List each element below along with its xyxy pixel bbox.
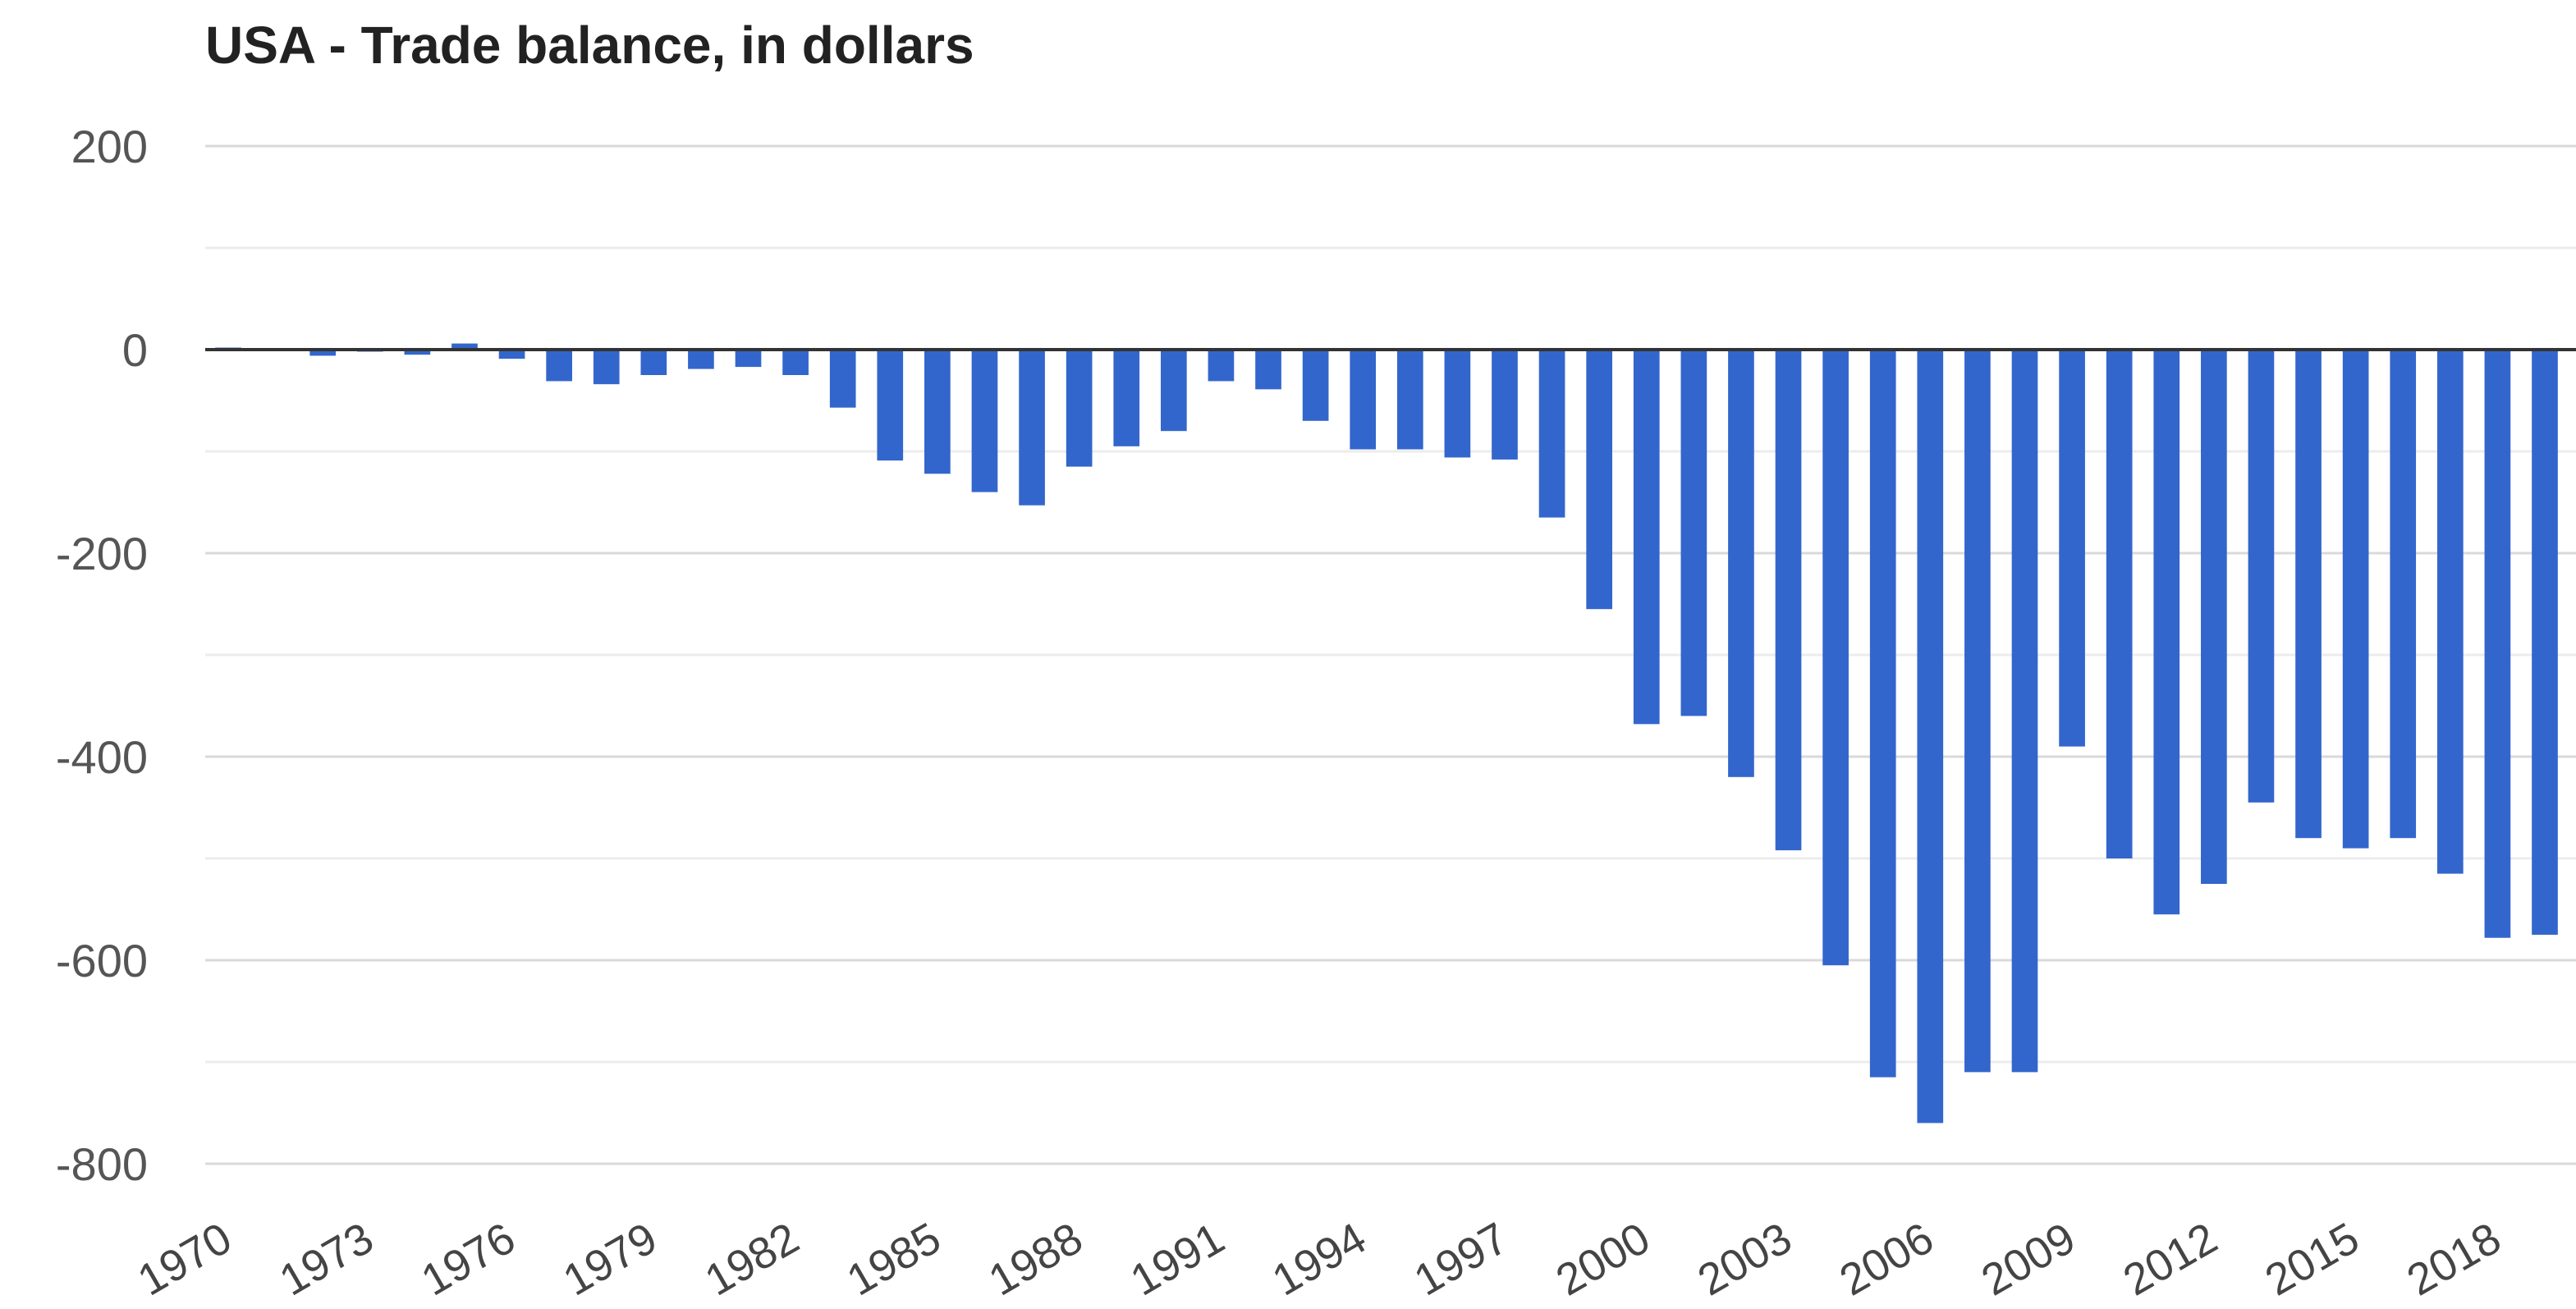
bar-1997 (1492, 350, 1518, 460)
bar-1983 (829, 350, 856, 408)
bar-2017 (2436, 350, 2464, 874)
bar-1980 (688, 350, 714, 369)
bar-1974 (404, 350, 431, 355)
bar-1999 (1586, 350, 1613, 610)
bar-2014 (2295, 350, 2322, 839)
bar-1984 (877, 350, 904, 461)
bar-1982 (782, 350, 809, 375)
bar-2008 (2011, 350, 2038, 1073)
x-tick-label: 1988 (981, 1213, 1091, 1305)
bar-2001 (1680, 350, 1707, 716)
bar-2002 (1728, 350, 1754, 777)
bar-1986 (971, 350, 998, 492)
bar-1977 (546, 350, 572, 382)
bar-2000 (1633, 350, 1660, 725)
bar-1992 (1255, 350, 1281, 390)
bar-2006 (1917, 350, 1944, 1124)
bar-1976 (498, 350, 525, 359)
bar-1998 (1538, 350, 1565, 518)
bar-2010 (2106, 350, 2133, 858)
bar-1989 (1113, 350, 1140, 446)
x-tick-label: 2018 (2399, 1213, 2509, 1305)
bar-2005 (1869, 350, 1896, 1078)
bar-2007 (1964, 350, 1991, 1073)
x-tick-label: 2012 (2115, 1213, 2225, 1305)
bar-1972 (309, 350, 337, 356)
y-tick-label: 200 (71, 121, 148, 172)
x-tick-label: 2000 (1548, 1213, 1658, 1305)
bar-2003 (1775, 350, 1802, 851)
bar-1993 (1302, 350, 1329, 421)
chart-title: USA - Trade balance, in dollars (205, 16, 974, 75)
x-tick-label: 1994 (1264, 1213, 1374, 1305)
bar-1996 (1444, 350, 1471, 458)
bar-1987 (1019, 350, 1045, 506)
x-tick-label: 2003 (1689, 1213, 1799, 1305)
x-tick-label: 1970 (130, 1213, 240, 1305)
x-tick-label: 2006 (1831, 1213, 1941, 1305)
bar-1981 (735, 350, 762, 368)
bar-2016 (2390, 350, 2417, 839)
y-tick-label: -600 (56, 935, 148, 986)
x-tick-label: 1991 (1122, 1213, 1232, 1305)
bar-2011 (2153, 350, 2180, 915)
x-tick-label: 1979 (555, 1213, 665, 1305)
bar-1978 (593, 350, 620, 385)
x-tick-label: 1985 (839, 1213, 949, 1305)
x-tick-label: 1982 (697, 1213, 807, 1305)
bar-2012 (2201, 350, 2227, 884)
bar-2015 (2342, 350, 2369, 849)
bar-1988 (1066, 350, 1093, 467)
y-tick-label: -200 (56, 528, 148, 579)
x-tick-label: 1976 (414, 1213, 524, 1305)
x-tick-label: 1973 (272, 1213, 382, 1305)
bar-1995 (1396, 350, 1423, 450)
x-tick-label: 2009 (1973, 1213, 2083, 1305)
bar-2004 (1822, 350, 1849, 966)
bar-1994 (1350, 350, 1377, 450)
bar-1991 (1208, 350, 1235, 382)
bar-2013 (2248, 350, 2275, 803)
bar-1979 (640, 350, 667, 375)
bar-1990 (1160, 350, 1187, 432)
y-tick-label: -800 (56, 1138, 148, 1190)
y-tick-label: -400 (56, 731, 148, 783)
x-tick-label: 1997 (1406, 1213, 1516, 1305)
y-tick-label: 0 (122, 324, 148, 376)
bar-2018 (2484, 350, 2511, 938)
bar-1975 (451, 343, 478, 350)
bar-2009 (2059, 350, 2085, 747)
bar-1985 (924, 350, 951, 474)
x-tick-label: 2015 (2257, 1213, 2367, 1305)
bar-2019 (2532, 350, 2558, 935)
